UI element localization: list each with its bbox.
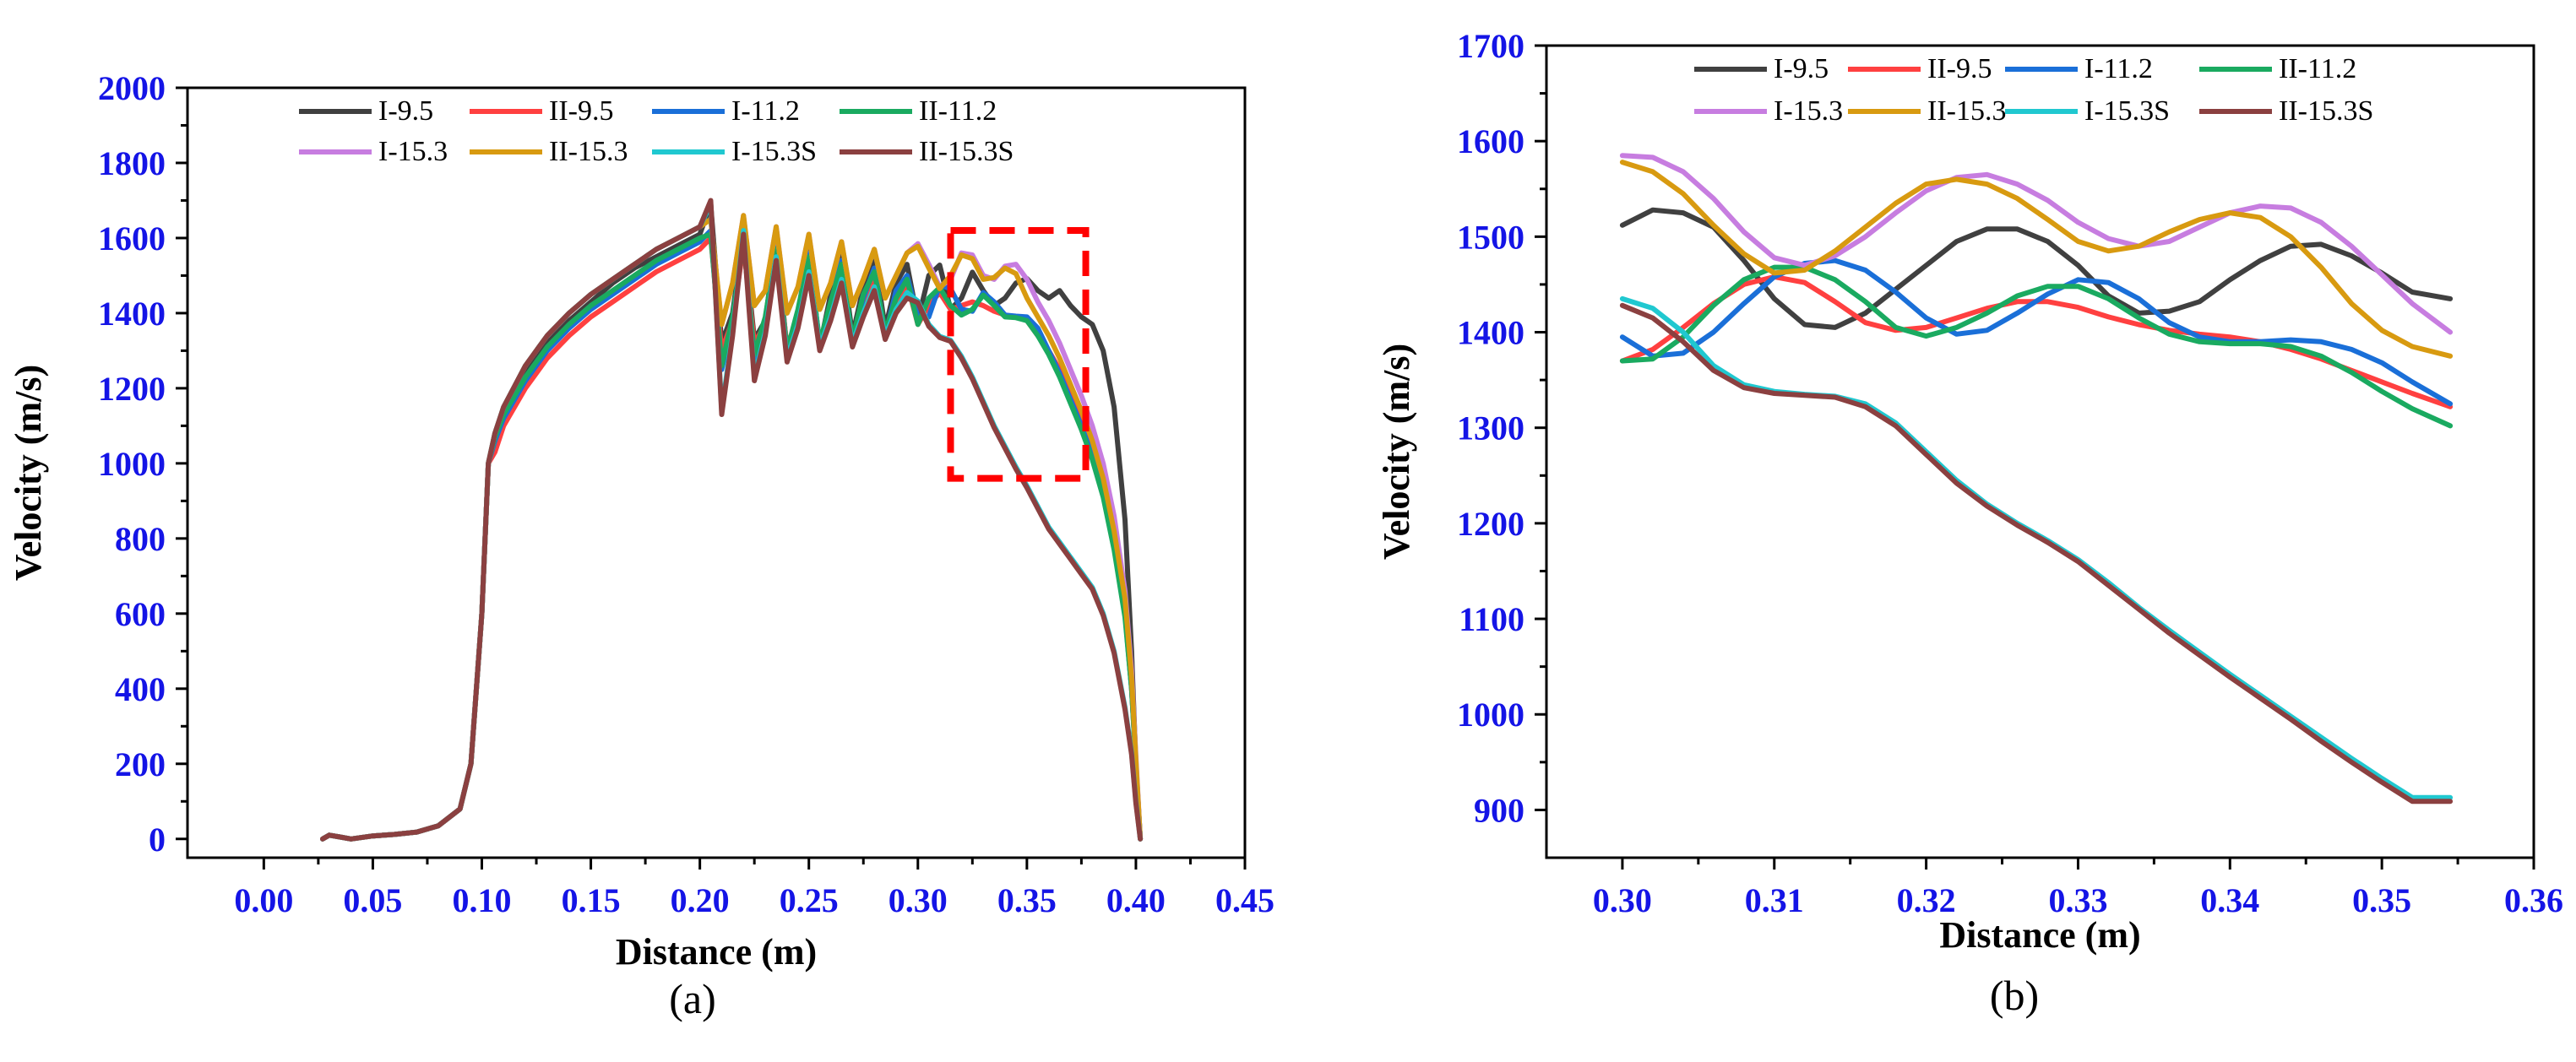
y-tick-label: 600	[115, 595, 166, 633]
plot-frame	[1545, 44, 2535, 859]
series-line-ii-15-3s	[1619, 302, 2454, 805]
legend-label: II-15.3	[1927, 95, 2006, 127]
x-axis-title: Distance (m)	[616, 931, 817, 973]
legend-label: II-15.3S	[919, 136, 1014, 167]
y-tick-label: 2000	[98, 69, 166, 107]
x-tick-label: 0.35	[2352, 881, 2411, 919]
x-tick-label: 0.15	[562, 881, 621, 919]
series-line-i-11-2	[1619, 257, 2454, 407]
x-tick-label: 0.20	[671, 881, 730, 919]
panel-b-chart: 900 1000 1100 1200 1300 1400 1500 1600 1700 0.30 0…	[1376, 27, 2563, 1019]
legend-label: II-9.5	[1927, 53, 1992, 84]
x-tick-label: 0.35	[997, 881, 1057, 919]
y-tick-label: 1300	[1457, 409, 1524, 447]
y-tick-label: 800	[115, 520, 166, 558]
y-tick-label: 1000	[98, 445, 166, 483]
y-axis-title: Velocity (m/s)	[8, 365, 49, 581]
y-tick-label: 1700	[1457, 27, 1524, 65]
y-tick-label: 400	[115, 670, 166, 708]
plot-frame	[186, 86, 1247, 859]
y-tick-label: 0	[149, 821, 166, 859]
y-tick-label: 1000	[1457, 696, 1524, 734]
y-tick-label: 1100	[1459, 600, 1524, 638]
panel-label: (b)	[1990, 972, 2039, 1019]
x-tick-label: 0.00	[234, 881, 293, 919]
x-tick-label: 0.25	[780, 881, 839, 919]
y-tick-label: 1500	[1457, 218, 1524, 256]
x-tick-label: 0.30	[889, 881, 948, 919]
series-line-i-15-3s	[1619, 295, 2454, 800]
x-tick-label: 0.30	[1593, 881, 1652, 919]
series-line-ii-15-3	[1619, 160, 2454, 359]
legend-label: II-15.3S	[2279, 95, 2373, 127]
y-tick-label: 200	[115, 745, 166, 783]
series-line-i-9-5	[320, 201, 1144, 842]
x-tick-label: 0.10	[452, 881, 511, 919]
series-group	[320, 198, 1144, 842]
y-tick-label: 900	[1474, 791, 1524, 829]
x-axis-title: Distance (m)	[1939, 914, 2140, 956]
legend-label: I-15.3S	[2084, 95, 2170, 127]
x-tick-label: 0.34	[2200, 881, 2259, 919]
series-group	[1619, 153, 2454, 805]
series-line-ii-15-3s	[320, 198, 1144, 842]
x-tick-label: 0.31	[1745, 881, 1804, 919]
y-tick-label: 1200	[1457, 505, 1524, 543]
panel-a-chart: 0 200 400 600 800 1000 1200 1400 1600 1800 2000 0.0…	[8, 69, 1274, 1022]
series-line-i-15-3	[1619, 153, 2454, 335]
y-tick-label: 1800	[98, 144, 166, 182]
legend-label: I-15.3	[1774, 95, 1843, 127]
legend-label: I-15.3S	[731, 136, 817, 167]
x-tick-label: 0.33	[2048, 881, 2107, 919]
y-tick-label: 1200	[98, 370, 166, 408]
x-tick-label: 0.32	[1897, 881, 1956, 919]
x-tick-label: 0.40	[1106, 881, 1166, 919]
legend-label: II-11.2	[2279, 53, 2356, 84]
legend-label: I-9.5	[1774, 53, 1829, 84]
series-line-ii-11-2	[1619, 264, 2454, 429]
x-tick-label: 0.45	[1215, 881, 1274, 919]
legend-label: I-11.2	[731, 95, 800, 127]
legend-label: I-11.2	[2084, 53, 2153, 84]
y-tick-label: 1600	[1457, 122, 1524, 160]
legend-label: I-15.3	[378, 136, 448, 167]
panel-label: (a)	[669, 975, 716, 1022]
legend-label: II-11.2	[919, 95, 997, 127]
legend-label: II-15.3	[549, 136, 628, 167]
y-tick-label: 1400	[98, 295, 166, 333]
y-tick-label: 1600	[98, 219, 166, 257]
y-axis-title: Velocity (m/s)	[1376, 344, 1417, 560]
zoom-highlight-box	[947, 227, 1090, 482]
legend-label: I-9.5	[378, 95, 433, 127]
series-line-i-15-3s	[320, 201, 1144, 842]
x-tick-label: 0.05	[343, 881, 402, 919]
legend-label: II-9.5	[549, 95, 613, 127]
x-tick-label: 0.36	[2504, 881, 2563, 919]
y-tick-label: 1400	[1457, 314, 1524, 352]
